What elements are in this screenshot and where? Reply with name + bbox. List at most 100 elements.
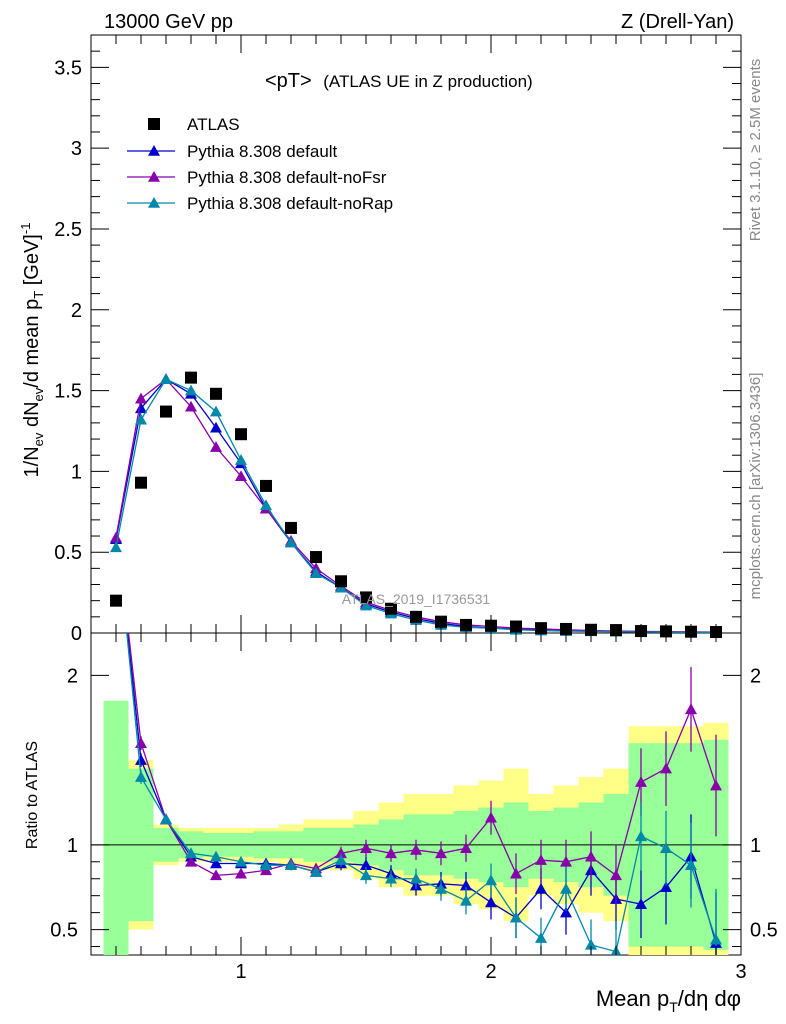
atlas-data-point: [235, 428, 247, 441]
main-point-3: [210, 405, 222, 417]
main-point-3: [235, 454, 247, 465]
ratio-point-3: [510, 911, 522, 923]
ratio-y-tick-label: 1: [67, 835, 78, 857]
atlas-data-point: [435, 615, 447, 628]
y-tick-label: 0.5: [54, 542, 82, 564]
atlas-data-point: [335, 575, 347, 588]
legend-label-0: ATLAS: [187, 115, 240, 134]
ratio-point-3: [660, 842, 672, 854]
ratio-point-3: [335, 854, 347, 865]
ratio-point-2: [485, 811, 497, 823]
legend-marker-2: [148, 171, 160, 182]
y-tick-label: 1.5: [54, 381, 82, 403]
ratio-point-2: [535, 854, 547, 865]
main-point-2: [185, 400, 197, 412]
ratio-point-1: [485, 896, 497, 908]
main-point-3: [285, 536, 297, 548]
atlas-data-point: [210, 387, 222, 400]
ratio-point-3: [135, 771, 147, 782]
legend-marker-atlas: [148, 118, 160, 130]
ratio-point-2: [185, 855, 197, 867]
ratio-point-3: [310, 865, 322, 877]
ratio-y-tick-label-right: 2: [750, 665, 761, 687]
main-point-2: [235, 470, 247, 482]
ratio-point-3: [485, 874, 497, 886]
ratio-point-3: [210, 850, 222, 862]
chart-title: <pT> (ATLAS UE in Z production): [265, 70, 533, 92]
header-right-label: Z (Drell-Yan): [621, 11, 734, 33]
main-point-2: [135, 392, 147, 404]
atlas-data-point: [185, 371, 197, 384]
y-axis-label: 1/Nev dNev/d mean pT [GeV]-1: [18, 223, 46, 478]
legend-marker-3: [148, 197, 160, 208]
main-point-3: [185, 384, 197, 396]
ratio-point-3: [360, 869, 372, 881]
main-point-3: [160, 373, 172, 385]
ratio-point-1: [660, 881, 672, 893]
ratio-series-group: [126, 633, 722, 955]
ratio-point-3: [185, 847, 197, 859]
ratio-point-1: [210, 857, 222, 869]
ratio-point-3: [235, 855, 247, 867]
ratio-point-1: [360, 859, 372, 870]
ratio-point-3: [410, 872, 422, 884]
ratio-y-tick-label: 0.5: [50, 920, 78, 942]
ratio-point-2: [385, 847, 397, 859]
x-tick-label: 3: [735, 961, 746, 983]
ratio-point-2: [560, 855, 572, 867]
atlas-data-point: [360, 591, 372, 604]
ratio-point-1: [560, 906, 572, 918]
ratio-point-3: [685, 859, 697, 870]
chart-title-sub: (ATLAS UE in Z production): [323, 72, 532, 91]
ratio-point-3: [535, 932, 547, 943]
main-point-3: [310, 567, 322, 578]
ratio-point-3: [460, 894, 472, 906]
ratio-point-2: [685, 703, 697, 715]
atlas-data-point: [260, 479, 272, 492]
ratio-point-2: [360, 842, 372, 854]
atlas-data-point: [110, 594, 122, 607]
ratio-point-2: [460, 842, 472, 854]
analysis-watermark: ATLAS_2019_I1736531: [342, 591, 491, 607]
ratio-y-tick-label-right: 0.5: [750, 920, 778, 942]
atlas-data-point: [160, 405, 172, 418]
ratio-y-tick-label-right: 1: [750, 835, 761, 857]
ratio-point-2: [660, 762, 672, 774]
y-tick-label: 3: [71, 138, 82, 160]
ratio-y-axis-label: Ratio to ATLAS: [24, 741, 41, 849]
ratio-point-1: [535, 882, 547, 894]
atlas-data-point: [135, 476, 147, 489]
main-point-3: [110, 541, 122, 553]
ratio-point-1: [135, 754, 147, 765]
main-point-2: [110, 531, 122, 543]
ratio-point-2: [610, 869, 622, 881]
legend-marker-1: [148, 145, 160, 156]
ratio-point-2: [435, 847, 447, 859]
ratio-point-2: [510, 867, 522, 879]
ratio-point-2: [210, 869, 222, 881]
legend-label-1: Pythia 8.308 default: [187, 142, 338, 161]
y-tick-label: 2.5: [54, 219, 82, 241]
ratio-band-inner: [103, 700, 129, 955]
y-tick-label: 1: [71, 461, 82, 483]
legend-label-3: Pythia 8.308 default-noRap: [187, 194, 393, 213]
chart-title-main: <pT>: [265, 70, 312, 92]
main-point-2: [210, 441, 222, 452]
rivet-label: Rivet 3.1.10, ≥ 2.5M events: [747, 59, 764, 242]
ratio-point-2: [710, 779, 722, 791]
ratio-point-1: [460, 879, 472, 891]
ratio-point-3: [160, 813, 172, 825]
ratio-point-3: [635, 830, 647, 842]
ratio-point-3: [285, 859, 297, 870]
main-point-1: [210, 421, 222, 433]
legend: ATLAS Pythia 8.308 default Pythia 8.308 de…: [127, 115, 393, 213]
atlas-data-point: [285, 521, 297, 534]
ratio-point-3: [710, 933, 722, 945]
ratio-point-3: [435, 882, 447, 894]
x-tick-label: 1: [235, 961, 246, 983]
ratio-point-2: [585, 850, 597, 862]
ratio-point-2: [335, 847, 347, 859]
header-left-label: 13000 GeV pp: [104, 11, 233, 33]
x-axis-label: Mean pT/dη dφ: [596, 986, 741, 1015]
main-point-3: [135, 413, 147, 425]
